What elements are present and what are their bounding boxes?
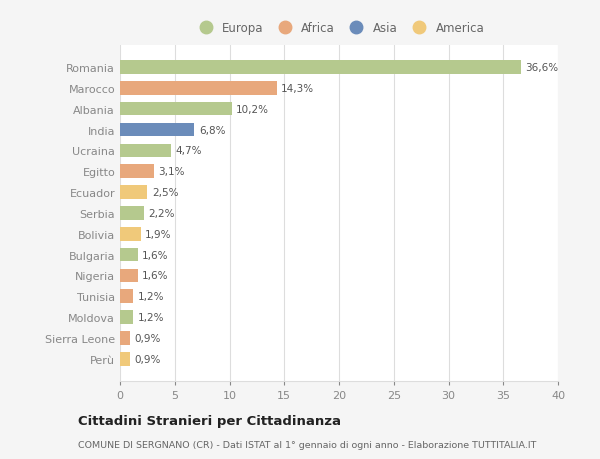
Bar	[120, 82, 277, 95]
Bar	[120, 61, 521, 75]
Bar	[120, 103, 232, 116]
Text: 1,6%: 1,6%	[142, 271, 169, 281]
Text: 3,1%: 3,1%	[158, 167, 185, 177]
Bar	[120, 207, 144, 220]
Bar	[120, 165, 154, 179]
Bar	[120, 331, 130, 345]
Text: 0,9%: 0,9%	[134, 333, 161, 343]
Text: COMUNE DI SERGNANO (CR) - Dati ISTAT al 1° gennaio di ogni anno - Elaborazione T: COMUNE DI SERGNANO (CR) - Dati ISTAT al …	[78, 441, 536, 449]
Bar	[120, 352, 130, 366]
Text: 4,7%: 4,7%	[176, 146, 202, 156]
Legend: Europa, Africa, Asia, America: Europa, Africa, Asia, America	[190, 18, 488, 38]
Bar	[120, 290, 133, 303]
Text: 2,2%: 2,2%	[148, 208, 175, 218]
Bar	[120, 186, 148, 199]
Text: Cittadini Stranieri per Cittadinanza: Cittadini Stranieri per Cittadinanza	[78, 414, 341, 428]
Text: 0,9%: 0,9%	[134, 354, 161, 364]
Bar	[120, 311, 133, 324]
Bar	[120, 123, 194, 137]
Text: 2,5%: 2,5%	[152, 188, 178, 198]
Text: 6,8%: 6,8%	[199, 125, 226, 135]
Text: 1,2%: 1,2%	[137, 313, 164, 322]
Text: 1,9%: 1,9%	[145, 229, 172, 239]
Bar	[120, 228, 141, 241]
Text: 1,2%: 1,2%	[137, 291, 164, 302]
Bar	[120, 269, 137, 283]
Text: 14,3%: 14,3%	[281, 84, 314, 94]
Bar	[120, 248, 137, 262]
Bar	[120, 144, 172, 158]
Text: 36,6%: 36,6%	[525, 63, 558, 73]
Text: 10,2%: 10,2%	[236, 105, 269, 114]
Text: 1,6%: 1,6%	[142, 250, 169, 260]
